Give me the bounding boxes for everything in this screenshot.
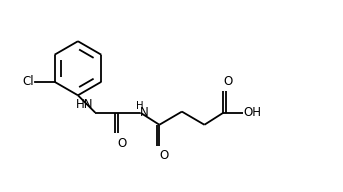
Text: O: O (159, 149, 168, 162)
Text: O: O (118, 137, 127, 150)
Text: O: O (223, 75, 233, 88)
Text: H: H (136, 101, 143, 111)
Text: N: N (139, 106, 148, 119)
Text: OH: OH (244, 106, 262, 119)
Text: Cl: Cl (23, 75, 34, 88)
Text: HN: HN (76, 98, 94, 111)
